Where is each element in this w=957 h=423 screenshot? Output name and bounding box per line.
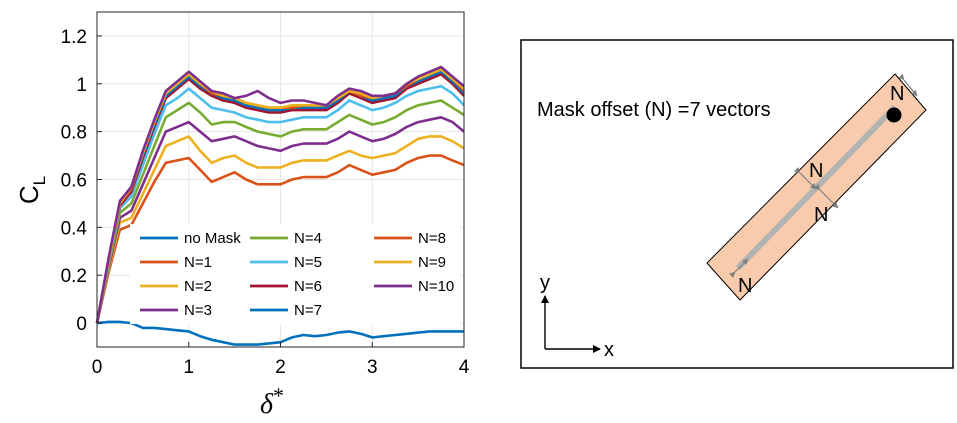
offset-label-left: N bbox=[809, 160, 823, 182]
x-tick-label: 4 bbox=[459, 357, 470, 378]
mask-diagram: Mask offset (N) =7 vectors N N N N y x bbox=[520, 39, 954, 369]
series-line-n-10 bbox=[95, 65, 465, 324]
legend-box bbox=[130, 224, 460, 324]
legend-label: N=9 bbox=[418, 254, 446, 271]
offset-label-bottom: N bbox=[738, 275, 752, 297]
offset-arrow-top bbox=[898, 73, 918, 97]
y-tick-label: 1 bbox=[76, 75, 87, 96]
x-axis-label: δ* bbox=[260, 383, 284, 420]
legend-label: N=5 bbox=[294, 254, 322, 271]
mask-offset-annotation: Mask offset (N) =7 vectors bbox=[537, 99, 771, 121]
y-tick-label: 0.6 bbox=[61, 171, 87, 192]
axis-ticks: 0 1 2 3 4 0 0.2 0.4 0.6 0.8 1 1.2 bbox=[61, 27, 470, 378]
legend-label: N=4 bbox=[294, 230, 322, 247]
y-tick-label: 0.4 bbox=[61, 218, 88, 239]
legend-label: N=6 bbox=[294, 278, 322, 295]
offset-arrow-right bbox=[813, 183, 839, 209]
offset-arrow-bottom bbox=[728, 258, 749, 279]
y-tick-label: 0.2 bbox=[61, 266, 87, 287]
x-tick-label: 2 bbox=[275, 357, 286, 378]
legend-label: no Mask bbox=[184, 230, 241, 247]
legend-label: N=7 bbox=[294, 302, 322, 319]
probe-tip-marker bbox=[886, 107, 902, 123]
offset-label-top: N bbox=[890, 83, 904, 105]
legend-label: N=8 bbox=[418, 230, 446, 247]
series-line-n-2 bbox=[95, 135, 465, 324]
x-tick-label: 0 bbox=[92, 357, 103, 378]
x-axis-letter: x bbox=[604, 339, 614, 361]
legend-label: N=2 bbox=[184, 278, 212, 295]
line-chart: 0 1 2 3 4 0 0.2 0.4 0.6 0.8 1 1.2 no Mask N=1 N=2 N=3 N… bbox=[14, 11, 470, 420]
series-lines bbox=[95, 65, 465, 346]
y-tick-label: 1.2 bbox=[61, 27, 87, 48]
series-line-n-3 bbox=[95, 116, 465, 324]
x-tick-label: 3 bbox=[367, 357, 378, 378]
series-line-n-1 bbox=[95, 154, 465, 324]
legend: no Mask N=1 N=2 N=3 N=4 N=5 N=6 N=7 N=8 N=9 N=10 bbox=[130, 224, 460, 324]
y-tick-label: 0 bbox=[76, 314, 87, 335]
y-axis-label: CL bbox=[14, 176, 49, 204]
offset-arrow-left bbox=[793, 166, 817, 190]
offset-label-right: N bbox=[814, 204, 828, 226]
legend-label: N=10 bbox=[418, 278, 454, 295]
y-tick-label: 0.8 bbox=[61, 123, 87, 144]
y-axis-letter: y bbox=[540, 272, 550, 294]
legend-label: N=3 bbox=[184, 302, 212, 319]
legend-label: N=1 bbox=[184, 254, 212, 271]
series-line-n-4 bbox=[95, 99, 465, 324]
series-line-n-5 bbox=[95, 84, 465, 324]
x-tick-label: 1 bbox=[183, 357, 194, 378]
